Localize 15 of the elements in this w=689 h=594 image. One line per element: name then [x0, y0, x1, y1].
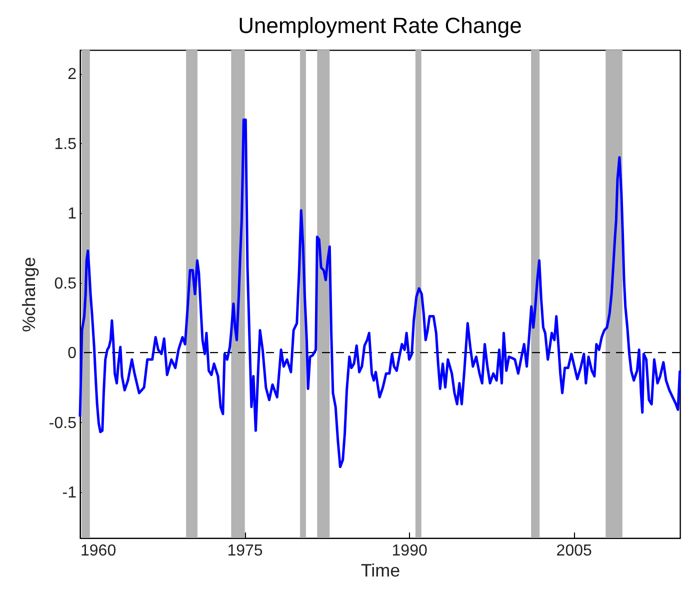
x-tick-label: 1975	[227, 542, 263, 560]
x-tick-label: 1990	[392, 542, 428, 560]
x-tick-label: 2005	[556, 542, 592, 560]
y-tick-label: 1.5	[54, 136, 77, 153]
y-tick-label: 0	[68, 345, 77, 362]
y-tick-label: 2	[68, 66, 77, 84]
y-axis-title: %change	[18, 256, 39, 332]
y-tick-label: 1	[68, 206, 77, 223]
y-tick-label: 0.5	[54, 275, 77, 292]
chart-title: Unemployment Rate Change	[238, 13, 522, 38]
x-axis-title: Time	[360, 560, 400, 580]
x-tick-label: 1960	[80, 542, 116, 560]
y-tick-label: -1	[62, 484, 77, 502]
y-tick-label: -0.5	[48, 414, 77, 432]
line-series	[78, 118, 682, 468]
